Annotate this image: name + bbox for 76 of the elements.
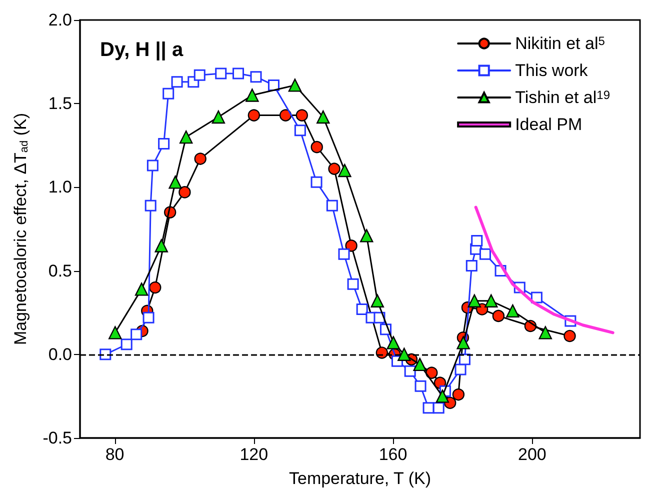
point bbox=[154, 239, 168, 252]
point bbox=[452, 388, 465, 401]
y-tick-label: 0.5 bbox=[48, 261, 72, 280]
point bbox=[146, 160, 158, 172]
point bbox=[506, 304, 520, 318]
point bbox=[294, 124, 306, 136]
point bbox=[246, 88, 259, 102]
point bbox=[398, 348, 411, 361]
x-tick-label: 160 bbox=[378, 445, 408, 464]
point bbox=[360, 229, 374, 242]
point bbox=[484, 294, 498, 308]
point bbox=[144, 200, 156, 212]
point bbox=[158, 138, 170, 150]
point bbox=[130, 328, 142, 340]
point bbox=[250, 71, 262, 83]
point bbox=[345, 240, 358, 252]
point bbox=[414, 380, 426, 392]
point bbox=[471, 234, 483, 246]
y-tick-label: 2.0 bbox=[48, 10, 72, 30]
y-tick-label: 1.0 bbox=[48, 178, 72, 197]
point bbox=[168, 176, 182, 189]
x-tick-label: 80 bbox=[105, 445, 124, 464]
point bbox=[370, 294, 384, 308]
line-series bbox=[474, 206, 614, 334]
point bbox=[404, 365, 416, 377]
point bbox=[413, 358, 426, 372]
y-tick-label: 1.5 bbox=[48, 94, 72, 114]
point bbox=[142, 312, 154, 324]
point bbox=[386, 336, 400, 350]
point bbox=[296, 109, 308, 122]
point bbox=[194, 69, 206, 81]
legend-label: Ideal PM bbox=[515, 115, 582, 134]
legend-label: This work bbox=[515, 61, 588, 80]
point bbox=[338, 248, 350, 260]
x-tick-label: 120 bbox=[240, 445, 268, 464]
point bbox=[326, 200, 338, 212]
x-tick-label: 200 bbox=[518, 445, 546, 464]
point bbox=[479, 248, 491, 260]
point bbox=[232, 68, 244, 80]
y-tick-label: -0.5 bbox=[42, 428, 72, 448]
point bbox=[436, 390, 450, 403]
point bbox=[310, 140, 323, 154]
point bbox=[248, 109, 260, 122]
point bbox=[310, 176, 322, 188]
point bbox=[347, 278, 359, 290]
point bbox=[338, 164, 352, 178]
point bbox=[466, 260, 478, 272]
point bbox=[215, 68, 227, 80]
point bbox=[492, 310, 505, 322]
point bbox=[564, 330, 576, 342]
y-axis-title: Magnetocaloric effect, ΔTad (K) bbox=[11, 112, 30, 346]
point bbox=[120, 338, 132, 350]
point bbox=[316, 110, 330, 124]
point bbox=[134, 282, 148, 296]
point bbox=[356, 304, 368, 316]
point bbox=[468, 294, 482, 308]
point bbox=[454, 364, 466, 376]
point bbox=[456, 336, 470, 350]
point bbox=[538, 326, 552, 340]
point bbox=[328, 162, 340, 175]
point bbox=[149, 281, 162, 294]
point bbox=[426, 366, 438, 379]
point bbox=[288, 78, 302, 92]
point bbox=[194, 152, 206, 165]
point bbox=[212, 110, 226, 124]
point bbox=[108, 326, 122, 340]
point bbox=[178, 186, 191, 198]
point bbox=[171, 76, 183, 88]
point bbox=[162, 88, 174, 100]
text: Dy, H || a bbox=[100, 39, 184, 61]
point bbox=[179, 130, 193, 144]
point bbox=[268, 79, 280, 91]
x-axis-title: Temperature, T (K) bbox=[288, 469, 432, 488]
point bbox=[432, 402, 444, 414]
y-tick-label: 0.0 bbox=[48, 344, 72, 364]
point bbox=[279, 109, 292, 122]
